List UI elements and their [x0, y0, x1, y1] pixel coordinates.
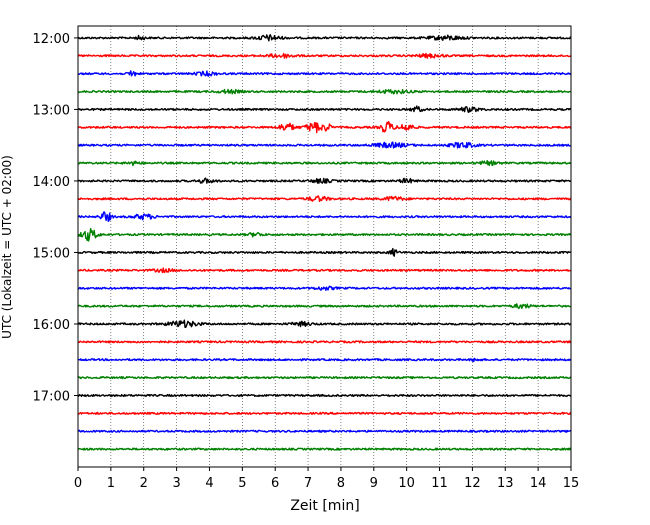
x-tick-label: 15: [563, 476, 580, 491]
x-tick-label: 3: [172, 476, 180, 491]
seismic-trace-1500: [77, 247, 572, 257]
seismic-trace-1345: [77, 159, 572, 167]
y-tick-label: 13:00: [33, 103, 70, 118]
y-tick-label: 15:00: [33, 246, 70, 261]
seismic-trace-1745: [77, 447, 572, 451]
x-tick-label: 5: [238, 476, 246, 491]
seismic-trace-1530: [77, 285, 572, 291]
x-tick-label: 9: [370, 476, 378, 491]
plot-frame: [77, 25, 572, 468]
y-tick-label: 14:00: [33, 175, 70, 190]
seismic-trace-1215: [77, 52, 572, 59]
x-tick-label: 6: [271, 476, 279, 491]
x-axis-label: Zeit [min]: [290, 498, 359, 514]
x-tick-label: 14: [530, 476, 547, 491]
y-axis-label: UTC (Lokalzeit = UTC + 02:00): [0, 155, 14, 339]
seismic-trace-1430: [77, 211, 572, 222]
axes-layer: 0 1 2 3 4 5 6 7 8 9 10 11 12 13 14 1512:0013:0014:0015:…: [33, 25, 580, 491]
y-tick-label: 12:00: [33, 32, 70, 47]
x-tick-label: 11: [431, 476, 448, 491]
x-tick-label: 0: [74, 476, 82, 491]
x-tick-label: 7: [304, 476, 312, 491]
seismic-trace-1730: [77, 429, 572, 433]
seismic-trace-1230: [77, 70, 572, 77]
seismic-trace-1315: [77, 120, 572, 134]
seismic-trace-1715: [77, 411, 572, 415]
seismic-trace-1700: [77, 393, 572, 398]
seismic-trace-1515: [77, 267, 572, 274]
x-tick-label: 1: [107, 476, 115, 491]
seismic-trace-1645: [77, 376, 572, 380]
x-tick-label: 13: [497, 476, 514, 491]
seismic-trace-1545: [78, 303, 572, 310]
seismic-trace-1615: [77, 340, 572, 344]
seismic-trace-1200: [77, 34, 572, 42]
seismic-trace-1445: [77, 227, 572, 242]
seismic-trace-1400: [77, 177, 572, 184]
seismic-trace-1600: [77, 319, 572, 328]
x-tick-label: 10: [398, 476, 415, 491]
trace-layer: [77, 34, 572, 451]
y-tick-label: 17:00: [33, 389, 70, 404]
y-tick-label: 16:00: [33, 318, 70, 333]
seismic-trace-1630: [77, 357, 572, 363]
x-tick-label: 4: [205, 476, 213, 491]
seismic-trace-1300: [77, 105, 572, 114]
x-tick-label: 8: [337, 476, 345, 491]
seismic-trace-1415: [77, 195, 572, 202]
seismic-trace-1330: [77, 141, 572, 149]
x-tick-label: 2: [140, 476, 148, 491]
x-tick-label: 12: [464, 476, 481, 491]
seismic-trace-1245: [77, 88, 572, 95]
